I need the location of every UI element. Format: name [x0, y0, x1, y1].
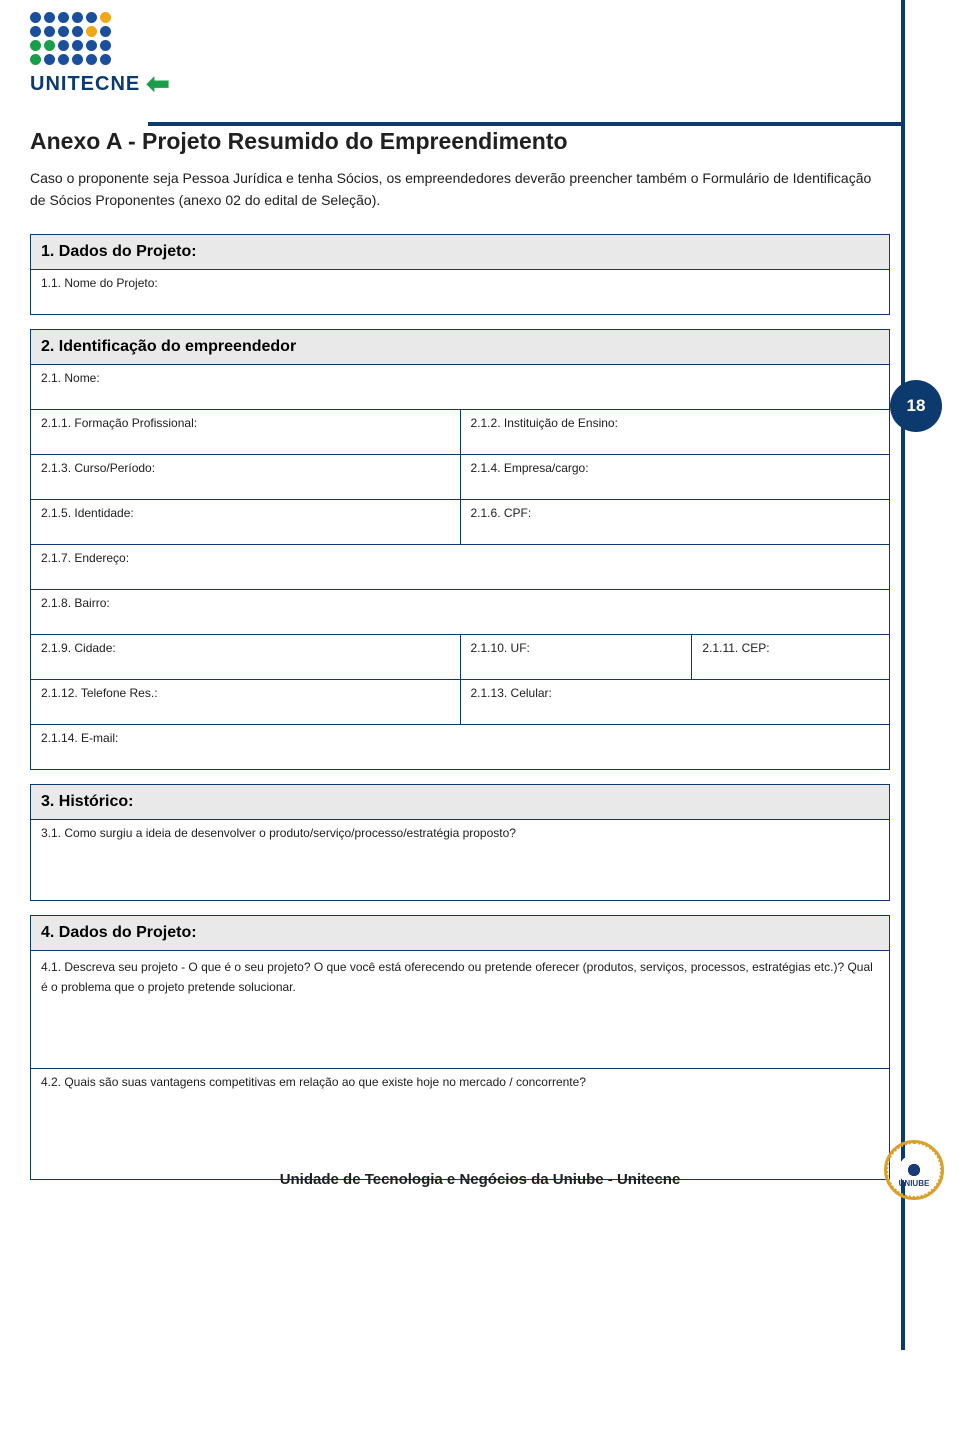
- field-curso: 2.1.3. Curso/Período:: [31, 454, 461, 499]
- frame-top: [148, 122, 905, 126]
- logo-text: UNITECNE ⬅: [30, 70, 960, 98]
- field-empresa: 2.1.4. Empresa/cargo:: [460, 454, 890, 499]
- intro-text: Caso o proponente seja Pessoa Jurídica e…: [30, 167, 890, 212]
- section-4: 4. Dados do Projeto: 4.1. Descreva seu p…: [30, 915, 890, 1180]
- section-3-header: 3. Histórico:: [31, 784, 890, 819]
- field-descreva: 4.1. Descreva seu projeto - O que é o se…: [31, 950, 890, 1068]
- section-4-header: 4. Dados do Projeto:: [31, 915, 890, 950]
- field-bairro: 2.1.8. Bairro:: [31, 589, 890, 634]
- seal-label: UNIUBE: [899, 1179, 930, 1188]
- page-title: Anexo A - Projeto Resumido do Empreendim…: [30, 128, 890, 155]
- header: UNITECNE ⬅: [0, 0, 960, 98]
- footer-text: Unidade de Tecnologia e Negócios da Uniu…: [0, 1171, 960, 1188]
- page-number-badge: 18: [890, 380, 942, 432]
- field-endereco: 2.1.7. Endereço:: [31, 544, 890, 589]
- field-cep: 2.1.11. CEP:: [692, 634, 890, 679]
- field-email: 2.1.14. E-mail:: [31, 724, 890, 769]
- field-nome-projeto: 1.1. Nome do Projeto:: [31, 269, 890, 314]
- section-1-header: 1. Dados do Projeto:: [31, 234, 890, 269]
- section-2: 2. Identificação do empreendedor 2.1. No…: [30, 329, 890, 770]
- field-vantagens: 4.2. Quais são suas vantagens competitiv…: [31, 1068, 890, 1179]
- seal-icon: UNIUBE: [884, 1140, 944, 1200]
- section-3: 3. Histórico: 3.1. Como surgiu a ideia d…: [30, 784, 890, 901]
- logo-name: UNITECNE: [30, 73, 140, 96]
- logo-arrow-icon: ⬅: [146, 70, 170, 98]
- logo-dots: [30, 12, 960, 66]
- field-telres: 2.1.12. Telefone Res.:: [31, 679, 461, 724]
- field-nome: 2.1. Nome:: [31, 364, 890, 409]
- field-instituicao: 2.1.2. Instituição de Ensino:: [460, 409, 890, 454]
- field-cpf: 2.1.6. CPF:: [460, 499, 890, 544]
- document-body: Anexo A - Projeto Resumido do Empreendim…: [0, 98, 960, 1214]
- section-2-header: 2. Identificação do empreendedor: [31, 329, 890, 364]
- field-formacao: 2.1.1. Formação Profissional:: [31, 409, 461, 454]
- field-identidade: 2.1.5. Identidade:: [31, 499, 461, 544]
- field-celular: 2.1.13. Celular:: [460, 679, 890, 724]
- field-historico: 3.1. Como surgiu a ideia de desenvolver …: [31, 819, 890, 900]
- field-cidade: 2.1.9. Cidade:: [31, 634, 461, 679]
- field-uf: 2.1.10. UF:: [460, 634, 692, 679]
- section-1: 1. Dados do Projeto: 1.1. Nome do Projet…: [30, 234, 890, 315]
